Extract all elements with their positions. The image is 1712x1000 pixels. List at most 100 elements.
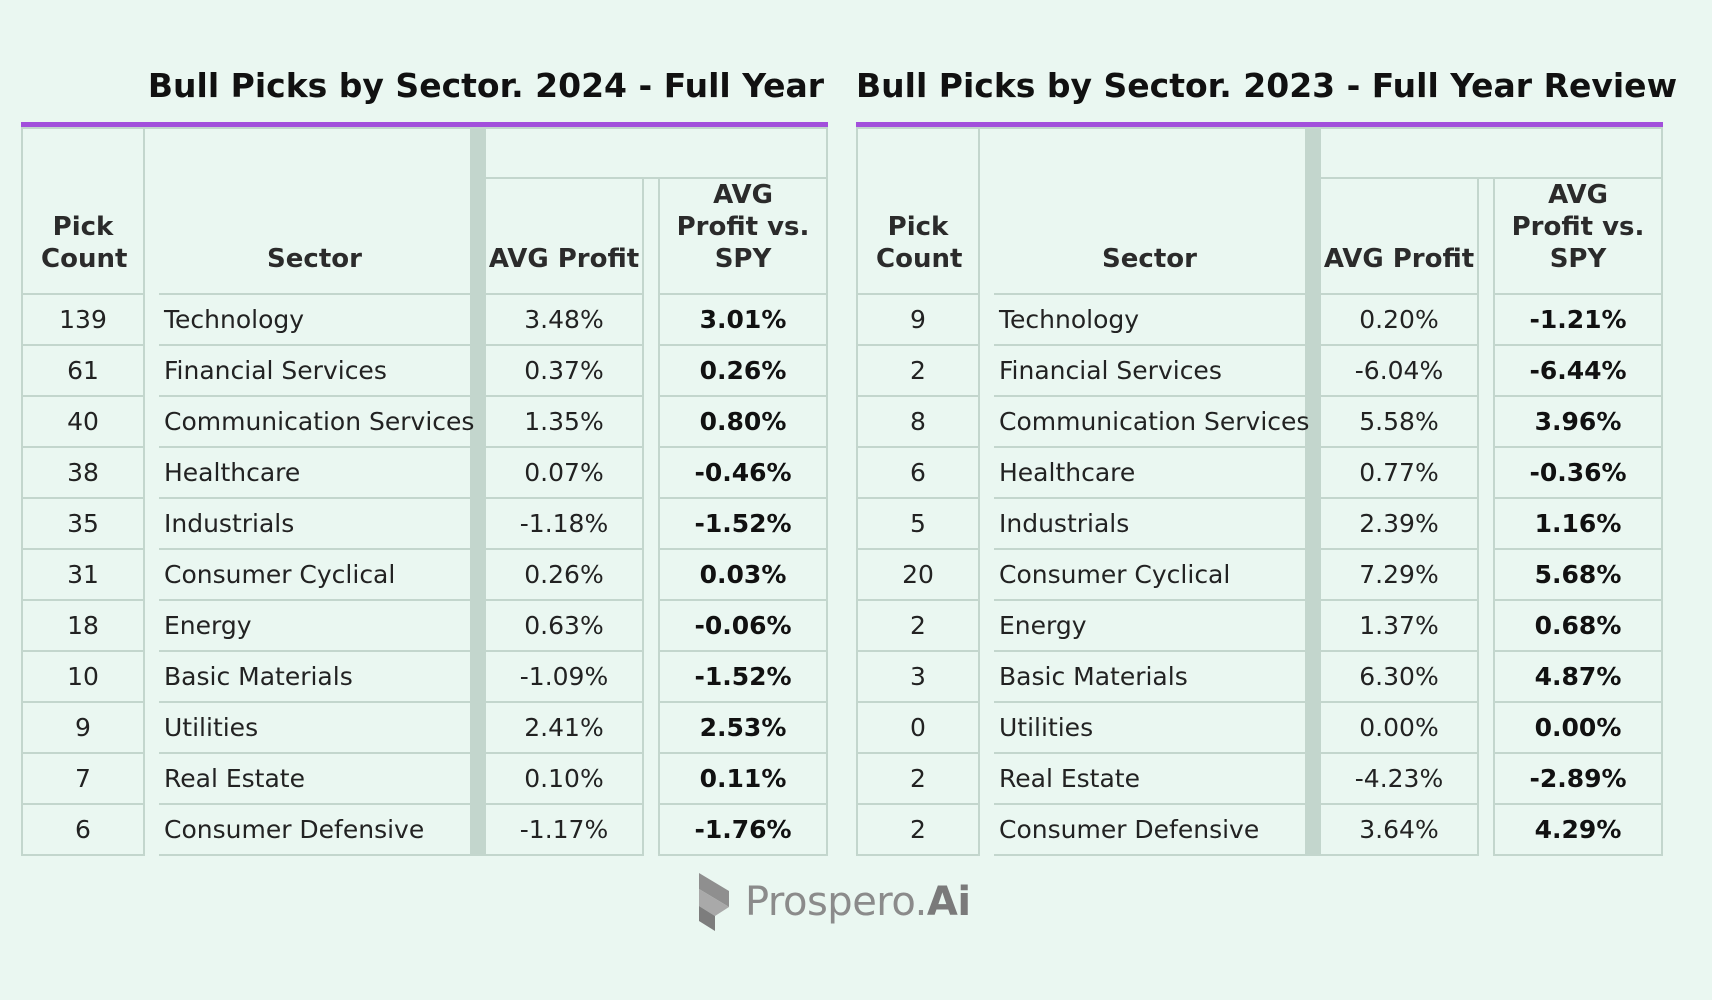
sector-cell: Consumer Cyclical bbox=[994, 550, 1307, 601]
table-row: 35 Industrials -1.18% -1.52% bbox=[21, 499, 829, 550]
table-row: 139 Technology 3.48% 3.01% bbox=[21, 295, 829, 346]
table-row: 3 Basic Materials 6.30% 4.87% bbox=[856, 652, 1664, 703]
table-row: 7 Real Estate 0.10% 0.11% bbox=[21, 754, 829, 805]
vs-spy-cell: -1.52% bbox=[658, 652, 829, 703]
pick-count-cell: 38 bbox=[21, 448, 145, 499]
pick-count-cell: 35 bbox=[21, 499, 145, 550]
vs-spy-cell: 0.26% bbox=[658, 346, 829, 397]
sector-cell: Technology bbox=[159, 295, 472, 346]
sector-cell: Consumer Defensive bbox=[994, 805, 1307, 856]
vs-spy-cell: -1.52% bbox=[658, 499, 829, 550]
avg-profit-cell: -6.04% bbox=[1319, 346, 1479, 397]
sector-cell: Financial Services bbox=[994, 346, 1307, 397]
avg-profit-cell: 2.41% bbox=[484, 703, 644, 754]
header-spacer bbox=[994, 129, 1307, 179]
avg-profit-cell: -1.18% bbox=[484, 499, 644, 550]
table-row: 0 Utilities 0.00% 0.00% bbox=[856, 703, 1664, 754]
pick-count-cell: 9 bbox=[21, 703, 145, 754]
logo-wordmark: Prospero.Ai bbox=[745, 879, 971, 925]
sector-table: Pick Count Sector AVG Profit AVG Profit … bbox=[856, 129, 1664, 856]
vs-spy-cell: -0.36% bbox=[1493, 448, 1664, 499]
panel-title: Bull Picks by Sector. 2023 - Full Year R… bbox=[856, 66, 1678, 105]
avg-profit-cell: -4.23% bbox=[1319, 754, 1479, 805]
table-row: 2 Financial Services -6.04% -6.44% bbox=[856, 346, 1664, 397]
avg-profit-cell: 3.48% bbox=[484, 295, 644, 346]
pick-count-cell: 2 bbox=[856, 346, 980, 397]
pick-count-cell: 20 bbox=[856, 550, 980, 601]
avg-profit-cell: -1.09% bbox=[484, 652, 644, 703]
avg-profit-cell: 5.58% bbox=[1319, 397, 1479, 448]
pick-count-cell: 2 bbox=[856, 601, 980, 652]
table-row: 2 Consumer Defensive 3.64% 4.29% bbox=[856, 805, 1664, 856]
avg-profit-cell: -1.17% bbox=[484, 805, 644, 856]
pick-count-cell: 5 bbox=[856, 499, 980, 550]
header-spacer bbox=[21, 129, 145, 179]
pick-count-cell: 139 bbox=[21, 295, 145, 346]
avg-profit-cell: 0.20% bbox=[1319, 295, 1479, 346]
vs-spy-cell: 0.03% bbox=[658, 550, 829, 601]
column-header-vs-spy: AVG Profit vs. SPY bbox=[658, 179, 829, 295]
title-underline-secondary bbox=[21, 127, 828, 129]
sector-cell: Technology bbox=[994, 295, 1307, 346]
panel-title: Bull Picks by Sector. 2024 - Full Year bbox=[147, 66, 824, 105]
table-body: 9 Technology 0.20% -1.21% 2 Financial Service… bbox=[856, 295, 1664, 856]
vs-spy-cell: 5.68% bbox=[1493, 550, 1664, 601]
table-panel-2024: Bull Picks by Sector. 2024 - Full Year P… bbox=[21, 60, 829, 856]
vs-spy-cell: 3.01% bbox=[658, 295, 829, 346]
header-spacer bbox=[856, 129, 980, 179]
logo-text-main: Prospero. bbox=[745, 879, 927, 925]
prospero-logo: Prospero.Ai bbox=[695, 873, 971, 931]
pick-count-cell: 0 bbox=[856, 703, 980, 754]
table-row: 10 Basic Materials -1.09% -1.52% bbox=[21, 652, 829, 703]
header-spacer bbox=[1319, 129, 1664, 179]
column-header-vs-spy: AVG Profit vs. SPY bbox=[1493, 179, 1664, 295]
vs-spy-cell: -2.89% bbox=[1493, 754, 1664, 805]
pick-count-cell: 6 bbox=[856, 448, 980, 499]
sector-cell: Energy bbox=[159, 601, 472, 652]
vs-spy-cell: 0.80% bbox=[658, 397, 829, 448]
table-row: 61 Financial Services 0.37% 0.26% bbox=[21, 346, 829, 397]
sector-cell: Consumer Defensive bbox=[159, 805, 472, 856]
vs-spy-cell: -1.76% bbox=[658, 805, 829, 856]
prospero-logo-icon bbox=[699, 873, 729, 931]
sector-cell: Energy bbox=[994, 601, 1307, 652]
pick-count-cell: 61 bbox=[21, 346, 145, 397]
avg-profit-cell: 0.63% bbox=[484, 601, 644, 652]
header-spacer bbox=[484, 129, 829, 179]
pick-count-cell: 3 bbox=[856, 652, 980, 703]
pick-count-cell: 2 bbox=[856, 805, 980, 856]
table-row: 2 Real Estate -4.23% -2.89% bbox=[856, 754, 1664, 805]
pick-count-cell: 9 bbox=[856, 295, 980, 346]
pick-count-cell: 2 bbox=[856, 754, 980, 805]
pick-count-cell: 6 bbox=[21, 805, 145, 856]
vs-spy-cell: 2.53% bbox=[658, 703, 829, 754]
sector-cell: Basic Materials bbox=[159, 652, 472, 703]
table-row: 31 Consumer Cyclical 0.26% 0.03% bbox=[21, 550, 829, 601]
avg-profit-cell: 0.37% bbox=[484, 346, 644, 397]
avg-profit-cell: 1.35% bbox=[484, 397, 644, 448]
pick-count-cell: 18 bbox=[21, 601, 145, 652]
sector-cell: Healthcare bbox=[159, 448, 472, 499]
table-row: 9 Utilities 2.41% 2.53% bbox=[21, 703, 829, 754]
sector-cell: Real Estate bbox=[159, 754, 472, 805]
vs-spy-cell: -6.44% bbox=[1493, 346, 1664, 397]
avg-profit-cell: 6.30% bbox=[1319, 652, 1479, 703]
table-row: 5 Industrials 2.39% 1.16% bbox=[856, 499, 1664, 550]
table-row: 6 Healthcare 0.77% -0.36% bbox=[856, 448, 1664, 499]
sector-cell: Utilities bbox=[994, 703, 1307, 754]
sector-cell: Financial Services bbox=[159, 346, 472, 397]
vs-spy-cell: -0.06% bbox=[658, 601, 829, 652]
vs-spy-cell: 0.00% bbox=[1493, 703, 1664, 754]
table-row: 6 Consumer Defensive -1.17% -1.76% bbox=[21, 805, 829, 856]
column-header-sector: Sector bbox=[159, 179, 472, 295]
sector-cell: Basic Materials bbox=[994, 652, 1307, 703]
sector-cell: Communication Services bbox=[994, 397, 1309, 448]
vs-spy-cell: 4.29% bbox=[1493, 805, 1664, 856]
column-header-pick-count: Pick Count bbox=[21, 179, 145, 295]
title-underline-secondary bbox=[856, 127, 1663, 129]
vs-spy-cell: 1.16% bbox=[1493, 499, 1664, 550]
avg-profit-cell: 3.64% bbox=[1319, 805, 1479, 856]
avg-profit-cell: 7.29% bbox=[1319, 550, 1479, 601]
pick-count-cell: 8 bbox=[856, 397, 980, 448]
column-header-avg-profit: AVG Profit bbox=[1319, 179, 1479, 295]
